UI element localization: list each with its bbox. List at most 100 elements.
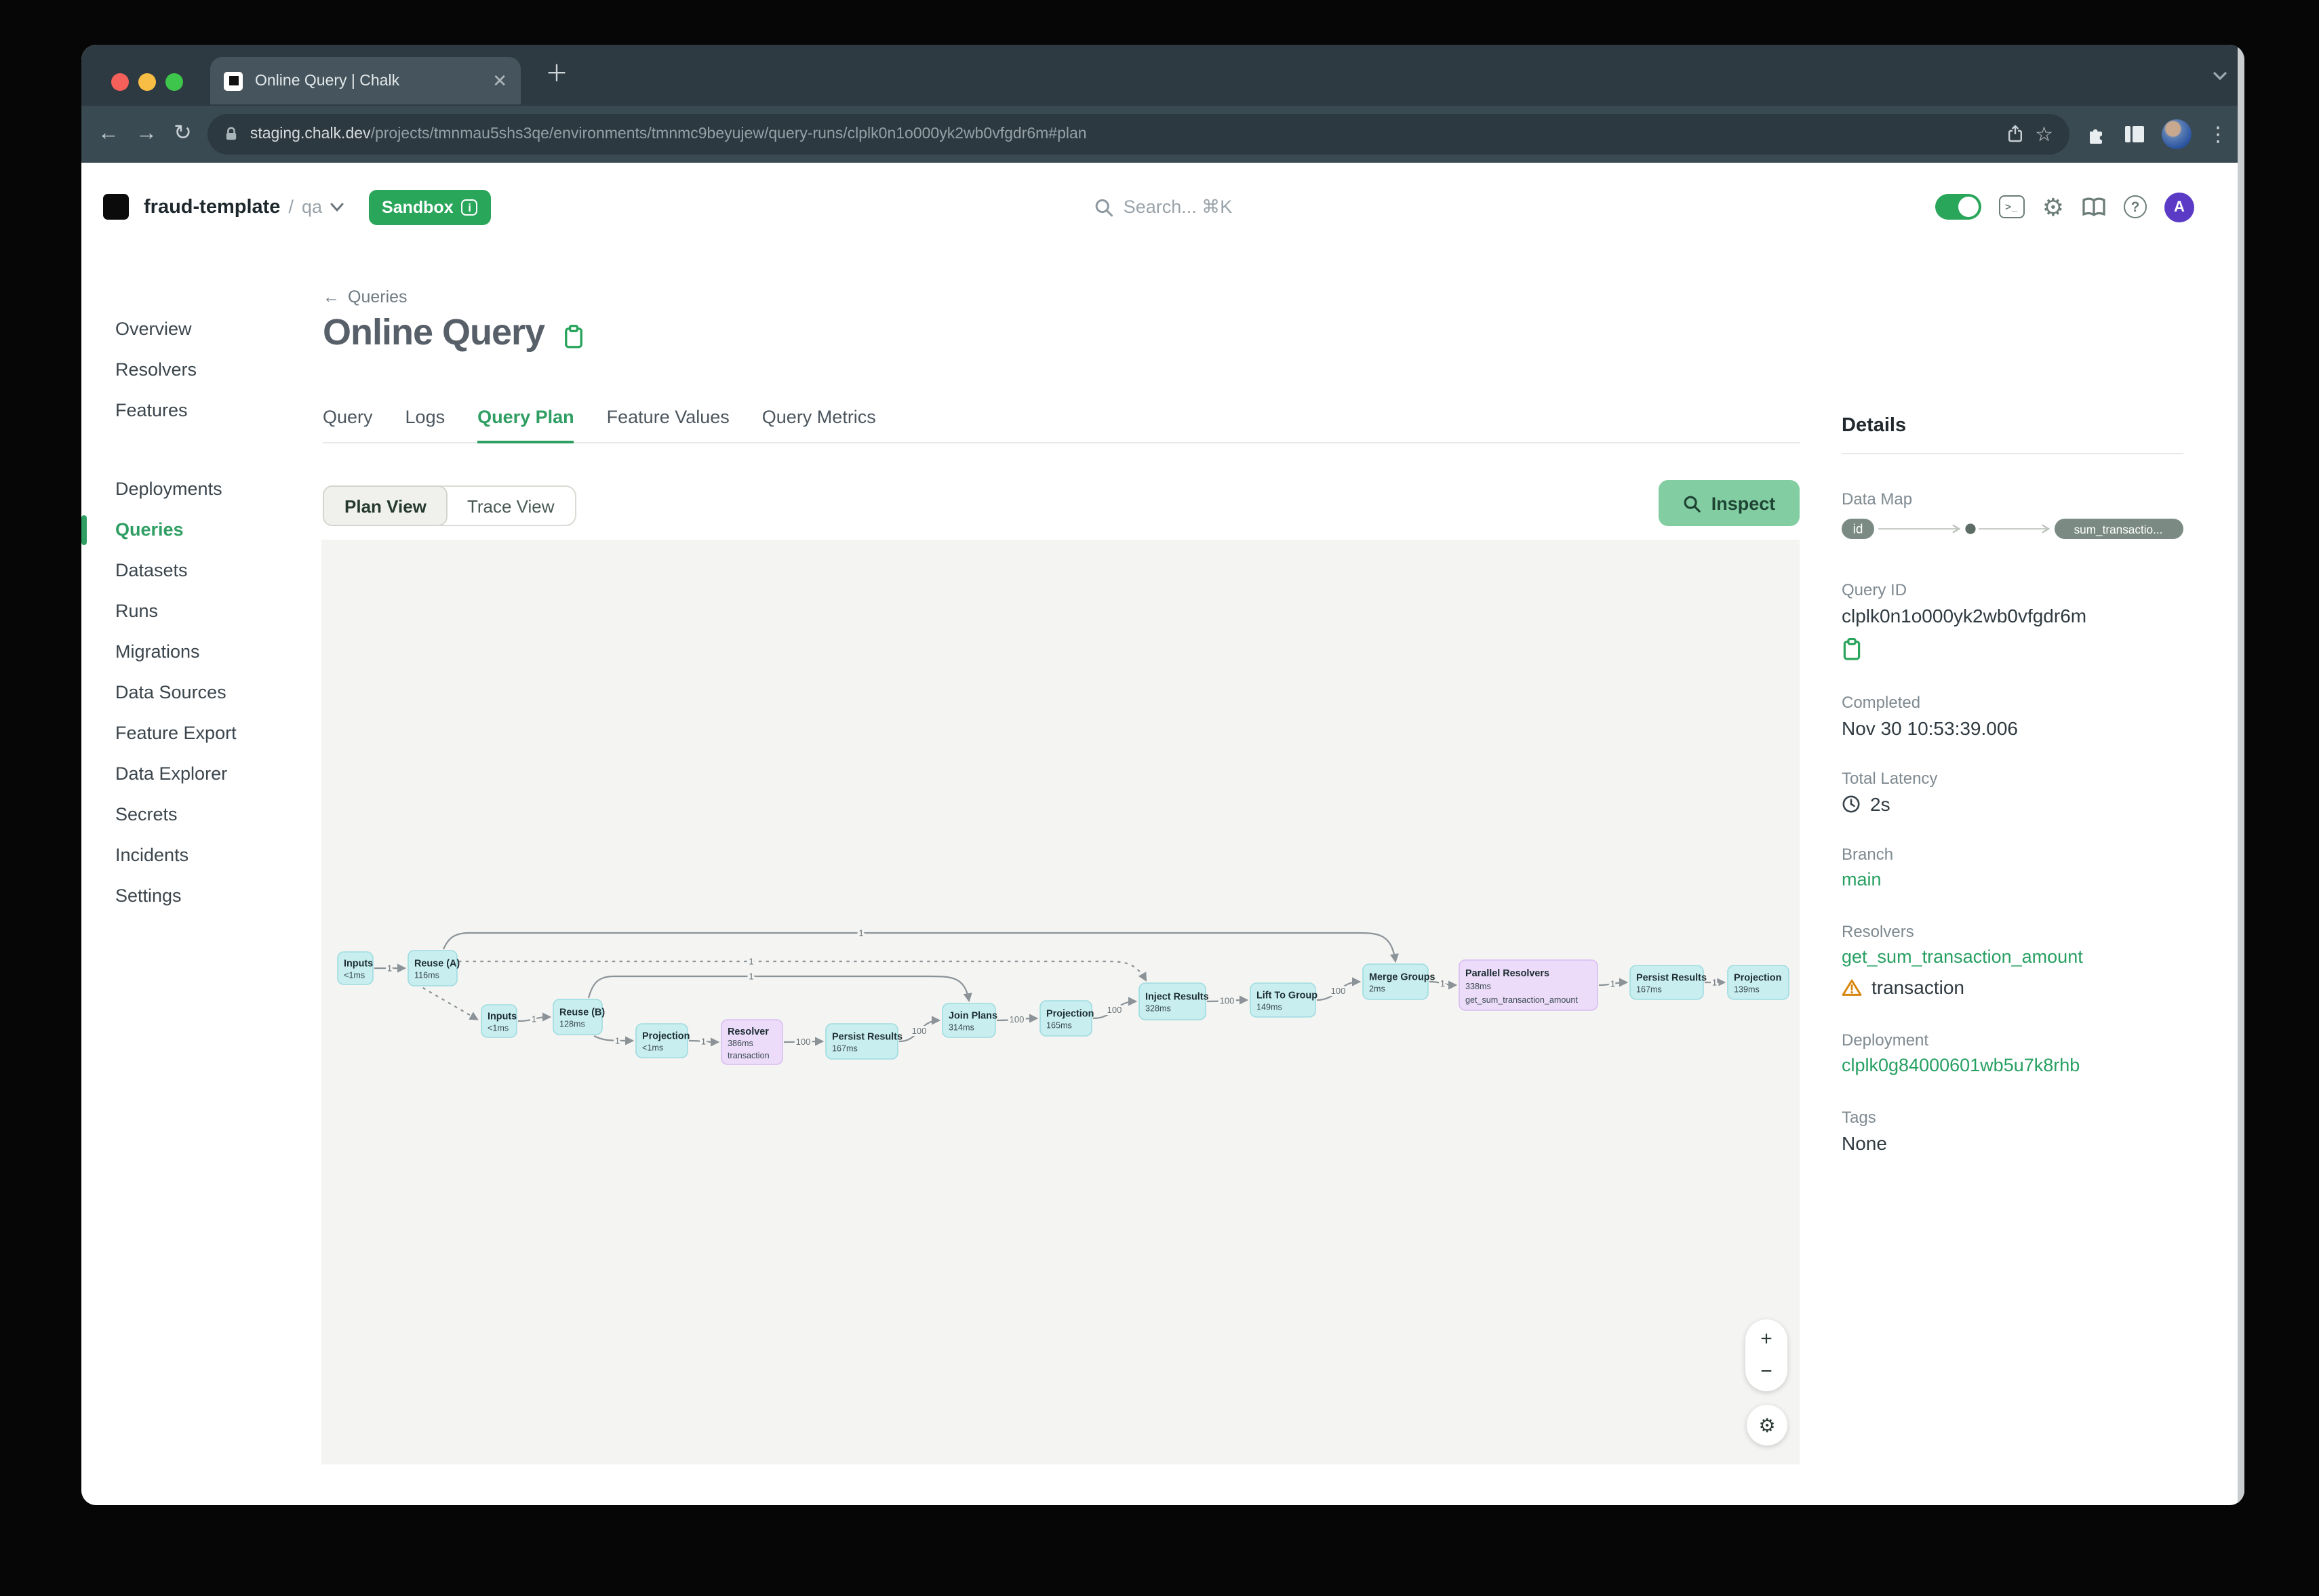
tab-query[interactable]: Query [323, 407, 373, 427]
plan-node-text: <1ms [642, 1043, 663, 1052]
resolver-link[interactable]: get_sum_transaction_amount [1842, 946, 2083, 967]
forward-button[interactable]: → [136, 122, 157, 145]
sidebar-item-overview[interactable]: Overview [115, 319, 192, 339]
window-zoom-button[interactable] [165, 73, 183, 91]
plan-node-projection-1[interactable]: Projection<1ms [635, 1023, 690, 1058]
view-trace-view[interactable]: Trace View [467, 496, 555, 516]
query-id-copy-icon[interactable] [1842, 637, 1862, 660]
details-divider [1842, 453, 2183, 454]
environment-chevron-icon[interactable] [329, 201, 344, 212]
bookmark-star-icon[interactable]: ☆ [2035, 123, 2053, 146]
sidebar-item-incidents[interactable]: Incidents [115, 845, 189, 865]
plan-node-parallel-resolvers[interactable]: Parallel Resolvers 338ms get_sum_transacti… [1459, 959, 1598, 1011]
sidebar-item-deployments[interactable]: Deployments [115, 479, 222, 499]
cli-terminal-icon[interactable]: >_ [1998, 195, 2025, 218]
settings-gear-icon[interactable]: ⚙ [2042, 193, 2064, 220]
tags-label: Tags [1842, 1108, 1876, 1127]
branch-link[interactable]: main [1842, 869, 1882, 890]
deployment-label: Deployment [1842, 1031, 1929, 1050]
plan-node-text: <1ms [488, 1023, 509, 1033]
plan-node-text: Projection [1046, 1009, 1094, 1020]
canvas-settings-button[interactable]: ⚙ [1747, 1405, 1787, 1445]
project-name[interactable]: fraud-template [144, 196, 281, 218]
sidebar-item-feature-export[interactable]: Feature Export [115, 723, 237, 743]
sidebar-item-migrations[interactable]: Migrations [115, 641, 200, 662]
sidebar-item-secrets[interactable]: Secrets [115, 804, 178, 824]
chalk-logo[interactable] [103, 194, 129, 220]
extensions-puzzle-icon[interactable] [2086, 123, 2107, 145]
plan-edge-resolver-persist-1 [783, 1037, 825, 1046]
lock-icon [226, 127, 237, 140]
tab-logs[interactable]: Logs [405, 407, 445, 427]
deployment-link[interactable]: clplk0g84000601wb5u7k8rhb [1842, 1055, 2080, 1075]
reload-button[interactable]: ↻ [174, 122, 192, 145]
plan-node-text: Persist Results [832, 1032, 903, 1043]
plan-node-inputs-b[interactable]: Inputs<1ms [481, 1004, 517, 1038]
tags-value: None [1842, 1132, 1887, 1154]
tab-close-icon[interactable]: ✕ [492, 71, 507, 91]
help-icon[interactable]: ? [2124, 195, 2147, 218]
view-plan-view[interactable]: Plan View [323, 485, 448, 526]
browser-tab[interactable]: Online Query | Chalk ✕ [210, 57, 521, 104]
plan-node-resolver[interactable]: Resolver 386ms transaction [721, 1019, 783, 1065]
sidebar-item-runs[interactable]: Runs [115, 601, 159, 621]
address-bar[interactable]: staging.chalk.dev/projects/tmnmau5shs3qe… [207, 114, 2069, 155]
sidebar-item-resolvers[interactable]: Resolvers [115, 359, 197, 380]
plan-node-text: 167ms [832, 1043, 858, 1053]
new-tab-button[interactable]: ＋ [545, 61, 568, 87]
share-icon[interactable] [2005, 125, 2024, 144]
environment-toggle[interactable] [1935, 194, 1981, 220]
resolver-warning-value[interactable]: transaction [1871, 976, 1964, 998]
back-to-queries-link[interactable]: ← Queries [323, 287, 408, 306]
plan-edge-reuse-a-merge-groups [442, 932, 1399, 963]
sidebar-item-data-explorer[interactable]: Data Explorer [115, 763, 228, 784]
global-search[interactable]: Search... ⌘K [1094, 196, 1232, 218]
plan-node-text: Inject Results [1145, 992, 1209, 1003]
sidebar-item-features[interactable]: Features [115, 400, 188, 420]
sidebar-item-datasets[interactable]: Datasets [115, 560, 188, 580]
window-scrollbar[interactable] [2238, 45, 2244, 1505]
plan-node-reuse-a[interactable]: Reuse (A)116ms [408, 950, 460, 986]
environment-name[interactable]: qa [301, 197, 323, 217]
main-tabs: Query Logs Query Plan Feature Values Query M… [323, 407, 1800, 443]
sidebar-item-queries[interactable]: Queries [81, 510, 321, 551]
copy-clipboard-icon[interactable] [562, 323, 584, 348]
plan-node-reuse-b[interactable]: Reuse (B)128ms [553, 999, 605, 1035]
sidebar-item-settings[interactable]: Settings [115, 885, 182, 906]
plan-edge-projection-1-resolver [688, 1037, 720, 1047]
tab-search-chevron-icon[interactable] [2212, 71, 2228, 81]
window-close-button[interactable] [111, 73, 129, 91]
tab-query-metrics[interactable]: Query Metrics [761, 407, 876, 427]
plan-node-inputs-a[interactable]: Inputs<1ms [337, 951, 374, 985]
user-avatar[interactable]: A [2164, 192, 2194, 222]
zoom-in-button[interactable]: + [1760, 1328, 1772, 1351]
window-minimize-button[interactable] [138, 73, 156, 91]
query-plan-canvas[interactable]: 1 1 1 1 1 1 1 100 100 100 100 100 100 1 1 1 Inputs <1ms R… [321, 540, 1800, 1464]
browser-menu-icon[interactable]: ⋮ [2208, 123, 2228, 146]
plan-node-text: Projection [1734, 973, 1781, 984]
back-button[interactable]: ← [98, 122, 119, 145]
inspect-button[interactable]: Inspect [1659, 480, 1800, 526]
app-body: fraud-template / qa Sandbox i Search... … [81, 45, 2244, 1505]
completed-label: Completed [1842, 693, 1921, 712]
sidebar-item-data-sources[interactable]: Data Sources [115, 682, 226, 702]
data-map-to-pill: sum_transactio... [2074, 523, 2163, 536]
side-panel-icon[interactable] [2124, 125, 2145, 144]
docs-book-icon[interactable] [2082, 197, 2106, 217]
tab-query-plan[interactable]: Query Plan [477, 407, 574, 443]
browser-profile-avatar[interactable] [2162, 119, 2192, 149]
sidebar-nav: Overview Resolvers Features Deployments Quer… [81, 309, 321, 917]
sandbox-badge[interactable]: Sandbox i [368, 189, 492, 224]
resolvers-label: Resolvers [1842, 922, 1914, 941]
tab-feature-values[interactable]: Feature Values [606, 407, 730, 427]
plan-node-text: get_sum_transaction_amount [1465, 995, 1578, 1005]
zoom-out-button[interactable]: − [1760, 1359, 1772, 1383]
